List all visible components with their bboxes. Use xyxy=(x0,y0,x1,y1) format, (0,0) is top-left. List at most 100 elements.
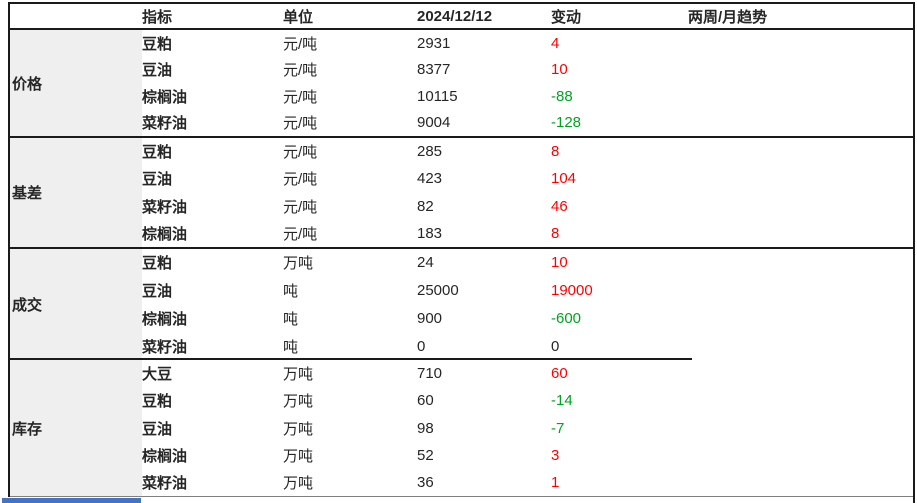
change-cell: 46 xyxy=(551,197,568,215)
value-cell: 9004 xyxy=(417,114,451,132)
unit-cell: 元/吨 xyxy=(283,198,318,216)
change-cell: -600 xyxy=(551,309,582,327)
indicator-cell: 豆油 xyxy=(142,62,173,80)
table-row: 菜籽油 万吨 36 1 xyxy=(142,469,913,496)
group-label-volume: 成交 xyxy=(10,249,142,360)
unit-cell: 万吨 xyxy=(283,474,314,492)
indicator-cell: 棕榈油 xyxy=(142,225,188,243)
change-cell: -14 xyxy=(551,392,573,410)
change-cell: 10 xyxy=(551,254,568,272)
table-row: 豆粕 万吨 24 10 xyxy=(142,249,913,277)
bottom-blue-bar xyxy=(2,498,141,503)
value-cell: 52 xyxy=(417,446,434,464)
unit-cell: 元/吨 xyxy=(283,225,318,243)
col-header-date: 2024/12/12 xyxy=(417,7,493,25)
col-header-unit: 单位 xyxy=(283,8,314,26)
section-volume-rows: 豆粕 万吨 24 10 豆油 吨 25000 19000 棕榈油 吨 900 xyxy=(142,249,913,360)
table-row: 豆油 元/吨 423 104 xyxy=(142,165,913,192)
value-cell: 10115 xyxy=(417,87,458,105)
value-cell: 36 xyxy=(417,473,434,491)
header-spacer xyxy=(10,4,142,28)
unit-cell: 元/吨 xyxy=(283,171,318,189)
value-cell: 2931 xyxy=(417,34,451,52)
table-row: 棕榈油 吨 900 -600 xyxy=(142,305,913,333)
unit-cell: 元/吨 xyxy=(283,35,318,53)
table-right-border xyxy=(913,2,915,503)
unit-cell: 吨 xyxy=(283,283,299,301)
change-cell: 8 xyxy=(551,143,560,161)
value-cell: 183 xyxy=(417,224,443,242)
indicator-cell: 棕榈油 xyxy=(142,447,188,465)
table-header-row: 指标 单位 2024/12/12 变动 两周/月趋势 xyxy=(10,2,913,30)
table-row: 棕榈油 元/吨 10115 -88 xyxy=(142,83,913,110)
unit-cell: 吨 xyxy=(283,338,299,356)
change-cell: 1 xyxy=(551,473,560,491)
change-cell: -7 xyxy=(551,419,565,437)
indicator-cell: 豆粕 xyxy=(142,35,173,53)
indicator-cell: 豆油 xyxy=(142,420,173,438)
value-cell: 0 xyxy=(417,337,426,355)
section-basis: 基差 豆粕 元/吨 285 8 豆油 元/吨 423 104 菜籽油 xyxy=(10,138,913,249)
col-header-change: 变动 xyxy=(551,8,582,26)
unit-cell: 元/吨 xyxy=(283,62,318,80)
section-divider-partial xyxy=(8,358,692,360)
col-header-trend: 两周/月趋势 xyxy=(688,8,768,26)
unit-cell: 万吨 xyxy=(283,255,314,273)
indicator-cell: 豆粕 xyxy=(142,393,173,411)
change-cell: -88 xyxy=(551,87,573,105)
table-row: 棕榈油 元/吨 183 8 xyxy=(142,220,913,247)
value-cell: 60 xyxy=(417,392,434,410)
indicator-cell: 豆油 xyxy=(142,283,173,301)
change-cell: 104 xyxy=(551,170,577,188)
indicator-cell: 菜籽油 xyxy=(142,474,188,492)
indicator-cell: 豆粕 xyxy=(142,255,173,273)
unit-cell: 元/吨 xyxy=(283,144,318,162)
indicator-cell: 棕榈油 xyxy=(142,88,188,106)
unit-cell: 吨 xyxy=(283,310,299,328)
unit-cell: 万吨 xyxy=(283,420,314,438)
unit-cell: 元/吨 xyxy=(283,115,318,133)
change-cell: 0 xyxy=(551,337,560,355)
table-row: 菜籽油 吨 0 0 xyxy=(142,332,913,360)
table-row: 豆粕 万吨 60 -14 xyxy=(142,387,913,414)
change-cell: 60 xyxy=(551,365,568,383)
group-label-price: 价格 xyxy=(10,30,142,136)
indicator-cell: 菜籽油 xyxy=(142,338,188,356)
table-row: 棕榈油 万吨 52 3 xyxy=(142,442,913,469)
table-row: 豆油 元/吨 8377 10 xyxy=(142,57,913,84)
unit-cell: 万吨 xyxy=(283,393,314,411)
value-cell: 900 xyxy=(417,309,443,327)
section-volume: 成交 豆粕 万吨 24 10 豆油 吨 25000 19000 棕榈油 xyxy=(10,249,913,360)
indicator-cell: 大豆 xyxy=(142,366,173,384)
change-cell: 4 xyxy=(551,34,560,52)
table-row: 豆油 万吨 98 -7 xyxy=(142,414,913,441)
indicator-cell: 豆油 xyxy=(142,171,173,189)
col-header-indicator: 指标 xyxy=(142,8,173,26)
value-cell: 285 xyxy=(417,143,443,161)
table-row: 豆粕 元/吨 285 8 xyxy=(142,138,913,165)
unit-cell: 元/吨 xyxy=(283,88,318,106)
value-cell: 24 xyxy=(417,254,434,272)
value-cell: 25000 xyxy=(417,282,459,300)
indicator-cell: 棕榈油 xyxy=(142,310,188,328)
table-row: 菜籽油 元/吨 9004 -128 xyxy=(142,110,913,137)
value-cell: 423 xyxy=(417,170,443,188)
table-row: 大豆 万吨 710 60 xyxy=(142,360,913,387)
group-label-inventory: 库存 xyxy=(10,360,142,496)
indicator-table: 指标 单位 2024/12/12 变动 两周/月趋势 价格 豆粕 元/吨 293… xyxy=(8,2,913,497)
change-cell: 19000 xyxy=(551,282,593,300)
indicator-cell: 菜籽油 xyxy=(142,115,188,133)
unit-cell: 万吨 xyxy=(283,447,314,465)
section-price-rows: 豆粕 元/吨 2931 4 豆油 元/吨 8377 10 棕榈油 元/吨 101… xyxy=(142,30,913,136)
section-price: 价格 豆粕 元/吨 2931 4 豆油 元/吨 8377 10 棕榈油 xyxy=(10,30,913,138)
section-basis-rows: 豆粕 元/吨 285 8 豆油 元/吨 423 104 菜籽油 元/吨 82 xyxy=(142,138,913,247)
indicator-cell: 菜籽油 xyxy=(142,198,188,216)
unit-cell: 万吨 xyxy=(283,366,314,384)
change-cell: 10 xyxy=(551,61,568,79)
change-cell: 3 xyxy=(551,446,560,464)
header-columns: 指标 单位 2024/12/12 变动 两周/月趋势 xyxy=(142,4,913,28)
value-cell: 82 xyxy=(417,197,434,215)
indicator-cell: 豆粕 xyxy=(142,144,173,162)
change-cell: 8 xyxy=(551,224,560,242)
